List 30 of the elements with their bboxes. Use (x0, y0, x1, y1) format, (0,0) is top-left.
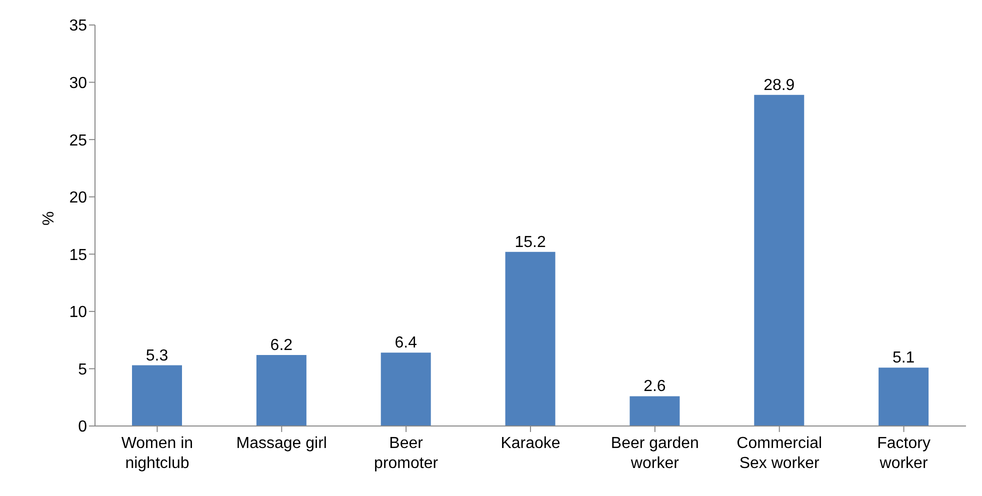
bar (505, 252, 556, 426)
y-axis-title: % (40, 211, 58, 226)
y-tick-label: 10 (69, 304, 88, 322)
bar (630, 396, 680, 426)
y-tick-label: 20 (69, 190, 88, 207)
data-label: 5.1 (892, 350, 915, 367)
data-label: 5.3 (146, 347, 168, 364)
y-tick-label: 25 (69, 132, 88, 150)
x-tick-label: Commercial Sex worker (736, 435, 822, 472)
bar (132, 365, 182, 426)
y-tick-label: 30 (69, 74, 88, 92)
x-tick-label: Women in nightclub (121, 435, 194, 472)
x-tick-label: Karaoke (500, 435, 560, 452)
x-tick-label: Factory worker (877, 435, 930, 472)
y-tick-label: 15 (69, 246, 88, 264)
bar (256, 354, 306, 426)
data-label: 6.4 (394, 334, 418, 352)
y-tick-label: 0 (78, 418, 88, 436)
bar (754, 94, 804, 426)
data-label: 6.2 (270, 336, 293, 354)
y-tick-label: 5 (78, 361, 88, 378)
data-label: 2.6 (644, 378, 666, 396)
bar (878, 368, 929, 426)
data-label: 28.9 (764, 76, 795, 94)
x-tick-label: Beer garden worker (610, 435, 699, 472)
x-tick-label: Beer promoter (374, 435, 439, 472)
x-tick-label: Massage girl (236, 435, 327, 452)
bar (380, 352, 431, 426)
data-label: 15.2 (514, 234, 546, 251)
y-tick-label: 35 (69, 18, 88, 35)
